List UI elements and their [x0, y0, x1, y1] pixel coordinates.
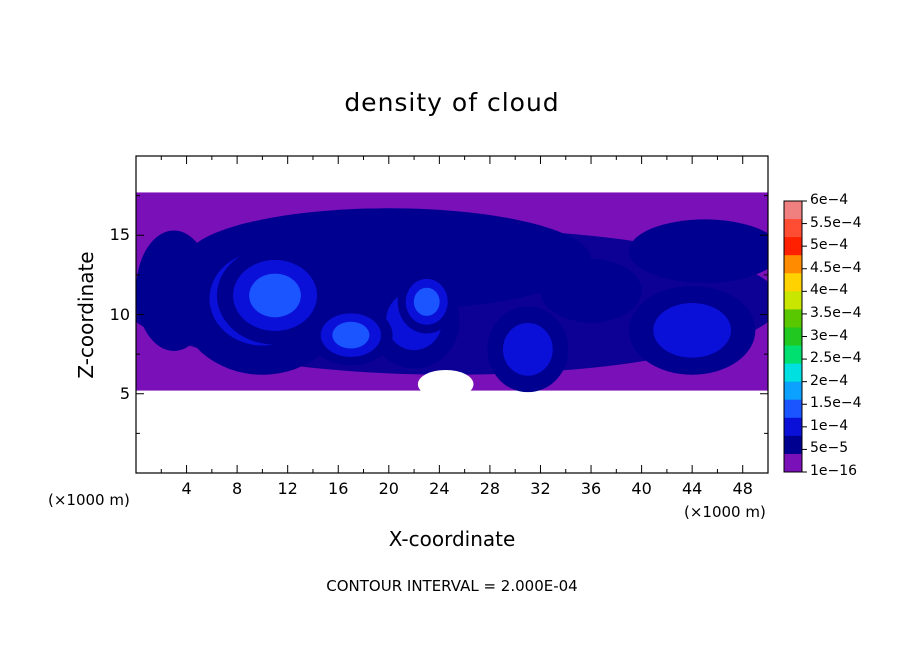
- colorbar-swatch: [784, 219, 802, 238]
- colorbar-label: 4.5e−4: [810, 259, 862, 276]
- density-contour: [540, 259, 642, 323]
- colorbar-swatch: [784, 273, 802, 292]
- y-tick-label: 15: [109, 225, 130, 245]
- x-unit-left: (×1000 m): [48, 491, 130, 509]
- density-field: [136, 192, 768, 399]
- chart-title: density of cloud: [344, 88, 560, 117]
- colorbar-label: 3e−4: [810, 327, 849, 344]
- density-contour: [628, 219, 768, 283]
- x-tick-label: 40: [631, 479, 652, 498]
- colorbar-swatch: [784, 435, 802, 455]
- colorbar-swatch: [784, 255, 802, 274]
- x-tick-label: 12: [277, 479, 298, 498]
- y-tick-label: 5: [119, 383, 130, 403]
- colorbar-label: 5e−5: [810, 440, 849, 457]
- x-unit-right: (×1000 m): [684, 503, 766, 521]
- axis-ticks: [136, 156, 768, 473]
- colorbar-swatch: [784, 237, 802, 256]
- colorbar-swatch: [784, 399, 802, 419]
- colorbar-swatch: [784, 309, 802, 328]
- x-tick-label: 28: [479, 479, 501, 498]
- colorbar-swatch: [784, 417, 802, 437]
- x-axis-label: X-coordinate: [0, 527, 904, 551]
- colorbar: [783, 200, 807, 473]
- x-tick-label: 48: [732, 479, 753, 498]
- x-tick-label: 24: [429, 479, 450, 498]
- x-tick-label: 20: [378, 479, 399, 498]
- colorbar-swatch: [784, 453, 802, 473]
- density-contour: [332, 321, 370, 349]
- density-contour: [502, 323, 553, 376]
- colorbar-label: 5e−4: [810, 237, 849, 254]
- colorbar-label: 3.5e−4: [810, 304, 862, 321]
- x-tick-label: 4: [181, 479, 192, 498]
- contour-interval-note: CONTOUR INTERVAL = 2.000E-04: [326, 577, 578, 595]
- colorbar-swatch: [784, 363, 802, 383]
- colorbar-swatch: [784, 291, 802, 310]
- colorbar-swatch: [784, 201, 802, 220]
- x-tick-label: 36: [580, 479, 602, 498]
- x-tick-label: 16: [328, 479, 349, 498]
- colorbar-label: 1.5e−4: [810, 395, 862, 412]
- y-tick-label: 10: [109, 304, 130, 324]
- colorbar-swatch: [784, 345, 802, 365]
- colorbar-label: 1e−4: [810, 417, 849, 434]
- cloud-gap: [417, 369, 474, 399]
- y-axis-label: Z-coordinate: [74, 251, 98, 379]
- colorbar-swatch: [784, 327, 802, 347]
- density-contour: [653, 303, 732, 358]
- x-tick-label: 32: [530, 479, 551, 498]
- colorbar-label: 2e−4: [810, 372, 849, 389]
- colorbar-label: 4e−4: [810, 282, 849, 299]
- colorbar-label: 2.5e−4: [810, 350, 862, 367]
- colorbar-label: 6e−4: [810, 192, 849, 208]
- density-contour: [249, 273, 301, 318]
- x-tick-label: 8: [232, 479, 243, 498]
- colorbar-label: 5.5e−4: [810, 214, 862, 231]
- colorbar-label: 1e−16: [810, 463, 858, 479]
- colorbar-swatch: [784, 381, 802, 401]
- x-axis-label-text: X-coordinate: [388, 527, 516, 551]
- density-contour: [413, 287, 440, 316]
- x-tick-label: 44: [681, 479, 703, 498]
